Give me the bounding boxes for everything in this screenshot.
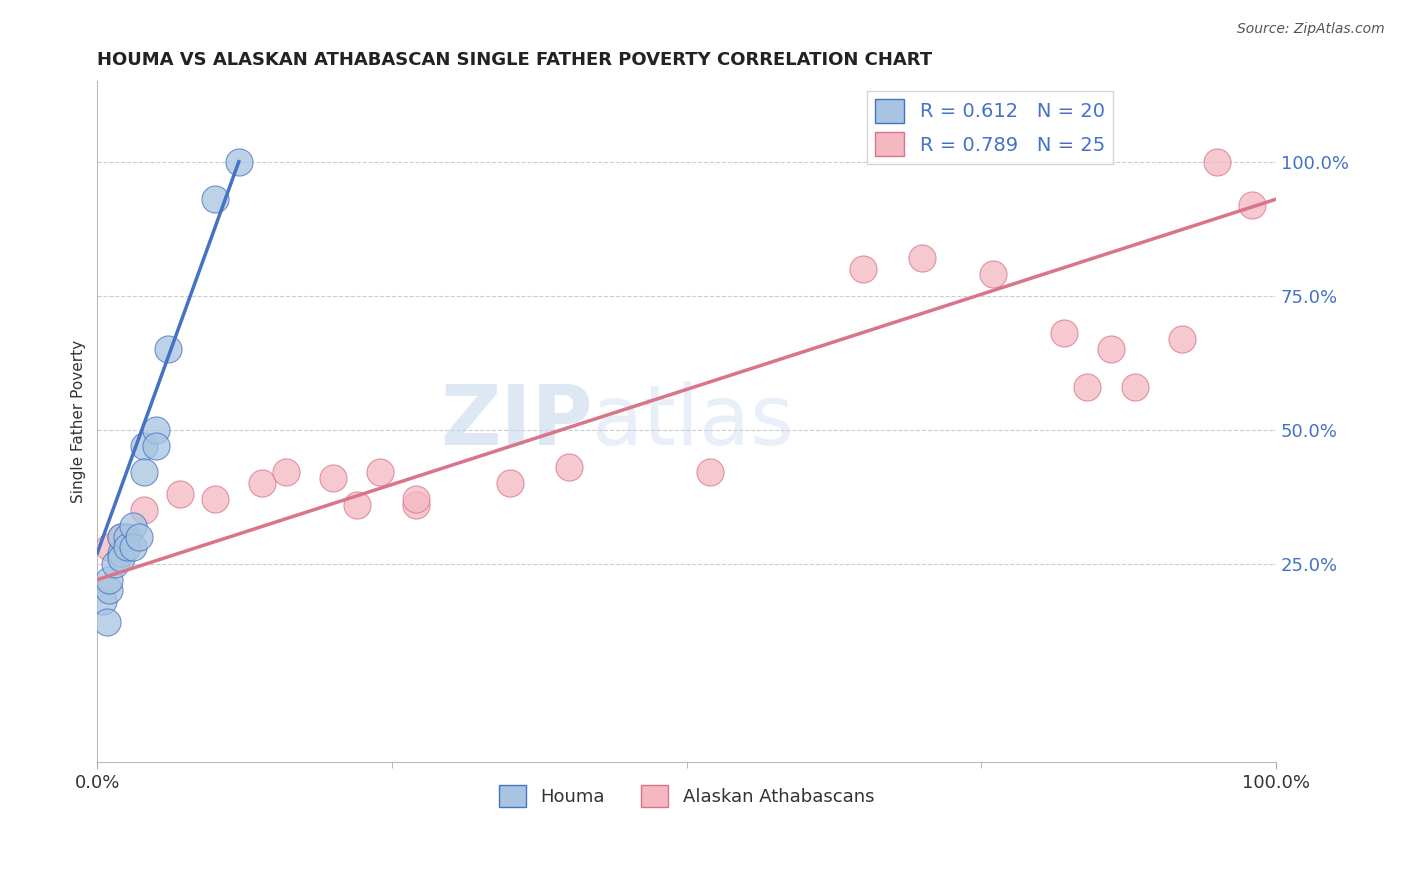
Point <box>157 343 180 357</box>
Point <box>104 557 127 571</box>
Point <box>558 460 581 475</box>
Point <box>115 530 138 544</box>
Legend: Houma, Alaskan Athabascans: Houma, Alaskan Athabascans <box>492 778 882 814</box>
Point <box>204 192 226 206</box>
Point <box>911 251 934 265</box>
Point <box>110 551 132 566</box>
Point <box>228 154 250 169</box>
Point <box>134 503 156 517</box>
Point <box>274 466 297 480</box>
Point <box>145 423 167 437</box>
Point <box>110 530 132 544</box>
Point <box>1076 380 1098 394</box>
Text: ZIP: ZIP <box>440 381 592 462</box>
Point <box>252 476 274 491</box>
Point <box>322 471 344 485</box>
Point <box>134 439 156 453</box>
Point <box>405 492 427 507</box>
Point <box>1170 332 1192 346</box>
Point <box>121 519 143 533</box>
Point <box>98 573 121 587</box>
Point <box>1099 343 1122 357</box>
Point <box>115 541 138 555</box>
Point <box>499 476 522 491</box>
Point <box>110 546 132 560</box>
Point <box>110 530 132 544</box>
Point <box>981 267 1004 281</box>
Point <box>1053 326 1076 340</box>
Point <box>1241 197 1264 211</box>
Text: atlas: atlas <box>592 381 794 462</box>
Point <box>98 541 121 555</box>
Point <box>204 492 226 507</box>
Point <box>368 466 391 480</box>
Point <box>98 583 121 598</box>
Point <box>96 615 118 630</box>
Y-axis label: Single Father Poverty: Single Father Poverty <box>72 340 86 503</box>
Point <box>121 541 143 555</box>
Point <box>145 439 167 453</box>
Point <box>1206 154 1229 169</box>
Text: HOUMA VS ALASKAN ATHABASCAN SINGLE FATHER POVERTY CORRELATION CHART: HOUMA VS ALASKAN ATHABASCAN SINGLE FATHE… <box>97 51 932 69</box>
Point <box>852 261 875 276</box>
Point <box>134 466 156 480</box>
Point <box>699 466 721 480</box>
Point <box>91 594 114 608</box>
Point <box>346 498 368 512</box>
Point <box>128 530 150 544</box>
Point <box>1123 380 1146 394</box>
Point <box>405 498 427 512</box>
Point <box>169 487 191 501</box>
Text: Source: ZipAtlas.com: Source: ZipAtlas.com <box>1237 22 1385 37</box>
